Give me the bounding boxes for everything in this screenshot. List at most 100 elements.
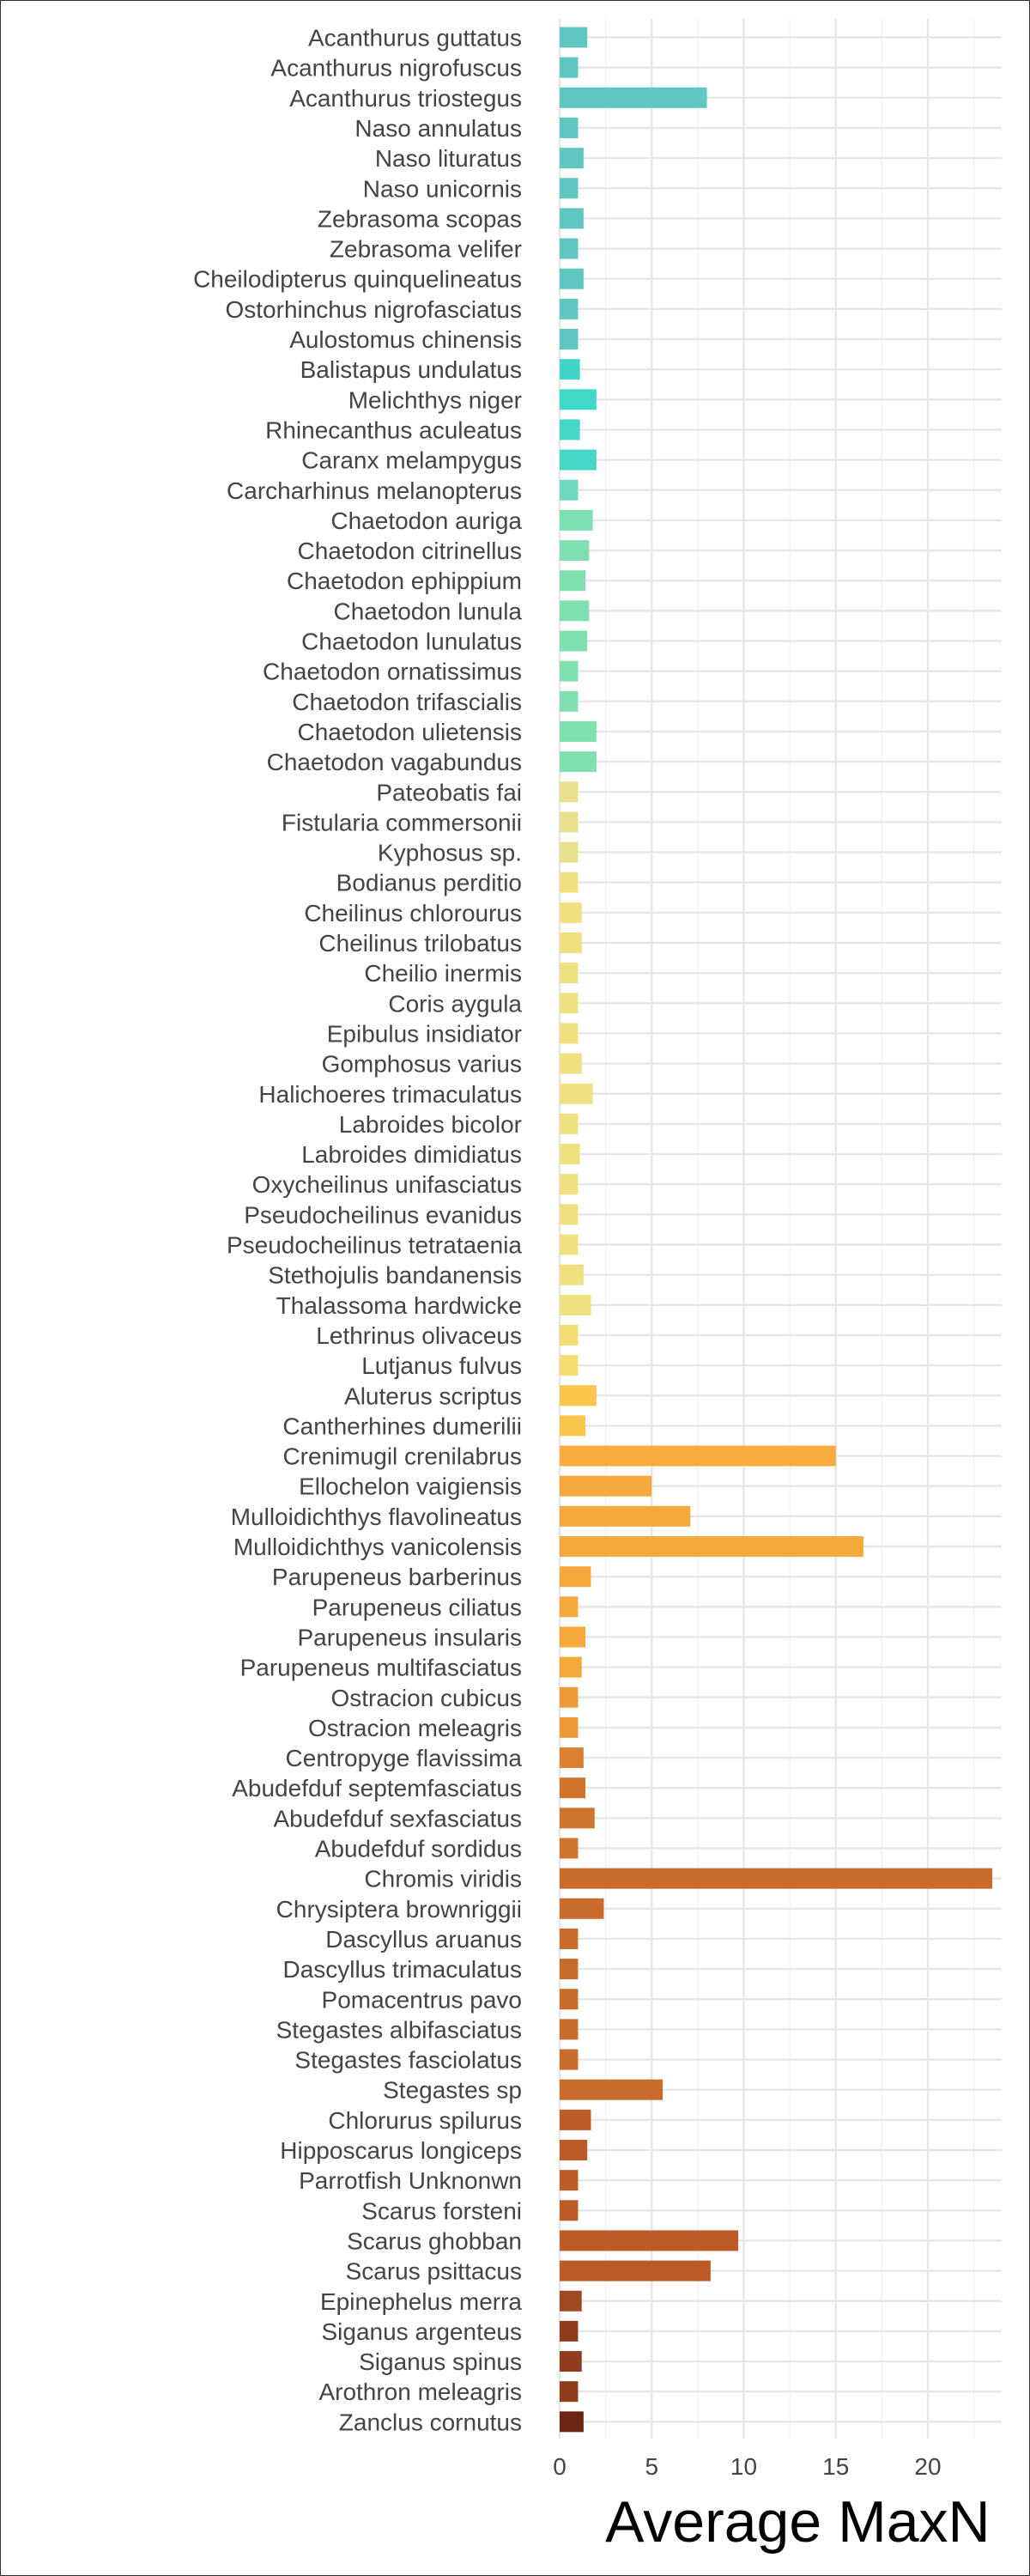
bar bbox=[560, 1234, 579, 1255]
bar bbox=[560, 2351, 582, 2372]
category-label: Stegastes fasciolatus bbox=[294, 2047, 522, 2074]
category-label: Chaetodon ornatissimus bbox=[263, 659, 522, 685]
bar bbox=[560, 509, 593, 531]
bar bbox=[560, 1898, 604, 1919]
category-label: Hipposcarus longiceps bbox=[280, 2137, 522, 2164]
category-label: Balistapus undulatus bbox=[300, 356, 522, 383]
bar bbox=[560, 1716, 579, 1738]
category-label: Abudefduf sordidus bbox=[315, 1836, 522, 1862]
bar bbox=[560, 1023, 579, 1044]
bar bbox=[560, 1053, 582, 1074]
category-label: Zebrasoma velifer bbox=[330, 236, 522, 263]
bar bbox=[560, 811, 579, 833]
bar bbox=[560, 359, 580, 380]
category-label: Oxycheilinus unifasciatus bbox=[252, 1171, 522, 1198]
category-label: Mulloidichthys flavolineatus bbox=[231, 1504, 522, 1530]
category-label: Stegastes sp bbox=[383, 2077, 522, 2104]
category-label: Melichthys niger bbox=[348, 386, 522, 413]
bar bbox=[560, 630, 588, 652]
category-label: Scarus ghobban bbox=[347, 2227, 522, 2254]
category-label: Stegastes albifasciatus bbox=[276, 2016, 522, 2043]
category-label: Epibulus insidiator bbox=[327, 1020, 522, 1047]
category-label: Chaetodon ulietensis bbox=[297, 719, 522, 745]
category-label: Aluterus scriptus bbox=[344, 1382, 522, 1409]
category-label: Chaetodon citrinellus bbox=[298, 538, 523, 564]
bar bbox=[560, 1174, 579, 1195]
bar bbox=[560, 751, 597, 773]
category-label: Fistularia commersonii bbox=[282, 809, 522, 835]
bar bbox=[560, 449, 597, 471]
bar bbox=[560, 1475, 652, 1497]
category-label: Gomphosus varius bbox=[322, 1051, 522, 1078]
bar bbox=[560, 2260, 711, 2281]
category-label: Thalassoma hardwicke bbox=[276, 1292, 522, 1319]
x-tick-label: 20 bbox=[914, 2453, 941, 2480]
bar bbox=[560, 1989, 579, 2010]
category-label: Centropyge flavissima bbox=[286, 1745, 523, 1771]
category-label: Abudefduf septemfasciatus bbox=[232, 1775, 522, 1801]
category-label: Parupeneus ciliatus bbox=[312, 1594, 522, 1620]
category-label: Ellochelon vaigiensis bbox=[299, 1473, 522, 1500]
bar bbox=[560, 2170, 579, 2191]
category-label: Pseudocheilinus evanidus bbox=[244, 1201, 522, 1228]
bar bbox=[560, 2411, 584, 2433]
bar bbox=[560, 1928, 579, 1949]
category-label: Naso lituratus bbox=[375, 145, 522, 172]
category-label: Carcharhinus melanopterus bbox=[227, 477, 522, 504]
bar bbox=[560, 268, 584, 289]
category-label: Chaetodon lunula bbox=[333, 598, 522, 624]
category-label: Acanthurus triostegus bbox=[289, 85, 522, 112]
category-label: Pomacentrus pavo bbox=[322, 1986, 522, 2013]
bar bbox=[560, 117, 579, 138]
bar bbox=[560, 781, 579, 803]
bar bbox=[560, 1777, 586, 1799]
category-label: Zanclus cornutus bbox=[339, 2409, 522, 2435]
bar bbox=[560, 2109, 591, 2130]
category-label: Arothron meleagris bbox=[318, 2379, 522, 2405]
bar bbox=[560, 600, 590, 622]
bar bbox=[560, 1264, 584, 1285]
category-label: Pseudocheilinus tetrataenia bbox=[227, 1232, 522, 1259]
x-axis-title: Average MaxN bbox=[605, 2489, 991, 2555]
bar bbox=[560, 570, 586, 592]
category-label: Mulloidichthys vanicolensis bbox=[233, 1534, 522, 1560]
bar bbox=[560, 1536, 863, 1557]
category-label: Chaetodon ephippium bbox=[287, 568, 522, 594]
bar bbox=[560, 841, 579, 863]
category-label: Siganus spinus bbox=[359, 2348, 522, 2375]
category-label: Siganus argenteus bbox=[321, 2318, 522, 2345]
bar bbox=[560, 1747, 584, 1769]
bar bbox=[560, 178, 579, 199]
bar bbox=[560, 419, 580, 440]
bar bbox=[560, 2019, 579, 2040]
bar bbox=[560, 993, 579, 1014]
bar bbox=[560, 2049, 579, 2070]
category-label: Bodianus perditio bbox=[336, 870, 522, 896]
category-label: Epinephelus merra bbox=[320, 2288, 522, 2315]
bar bbox=[560, 1385, 597, 1406]
bar bbox=[560, 933, 582, 953]
category-label: Cheilio inermis bbox=[364, 960, 522, 987]
category-label: Scarus psittacus bbox=[346, 2258, 522, 2285]
bar bbox=[560, 479, 579, 501]
x-tick-label: 5 bbox=[645, 2453, 658, 2480]
bar bbox=[560, 1626, 586, 1648]
category-label: Halichoeres trimaculatus bbox=[258, 1081, 522, 1108]
category-label: Parupeneus insularis bbox=[298, 1624, 523, 1650]
category-label: Dascyllus trimaculatus bbox=[282, 1956, 522, 1983]
category-label: Labroides dimidiatus bbox=[301, 1141, 522, 1168]
bar bbox=[560, 2320, 579, 2342]
category-label: Cheilodipterus quinquelineatus bbox=[193, 266, 522, 293]
bar bbox=[560, 902, 582, 923]
x-tick-label: 15 bbox=[822, 2453, 849, 2480]
category-label: Chrysiptera brownriggii bbox=[276, 1896, 522, 1923]
category-label: Pateobatis fai bbox=[376, 779, 522, 805]
bar bbox=[560, 2200, 579, 2221]
category-label: Dascyllus aruanus bbox=[325, 1926, 522, 1953]
bar bbox=[560, 208, 584, 229]
bar bbox=[560, 1294, 591, 1315]
bar bbox=[560, 57, 579, 78]
bar bbox=[560, 1324, 579, 1346]
category-label: Zebrasoma scopas bbox=[318, 205, 522, 232]
bar bbox=[560, 1566, 591, 1588]
